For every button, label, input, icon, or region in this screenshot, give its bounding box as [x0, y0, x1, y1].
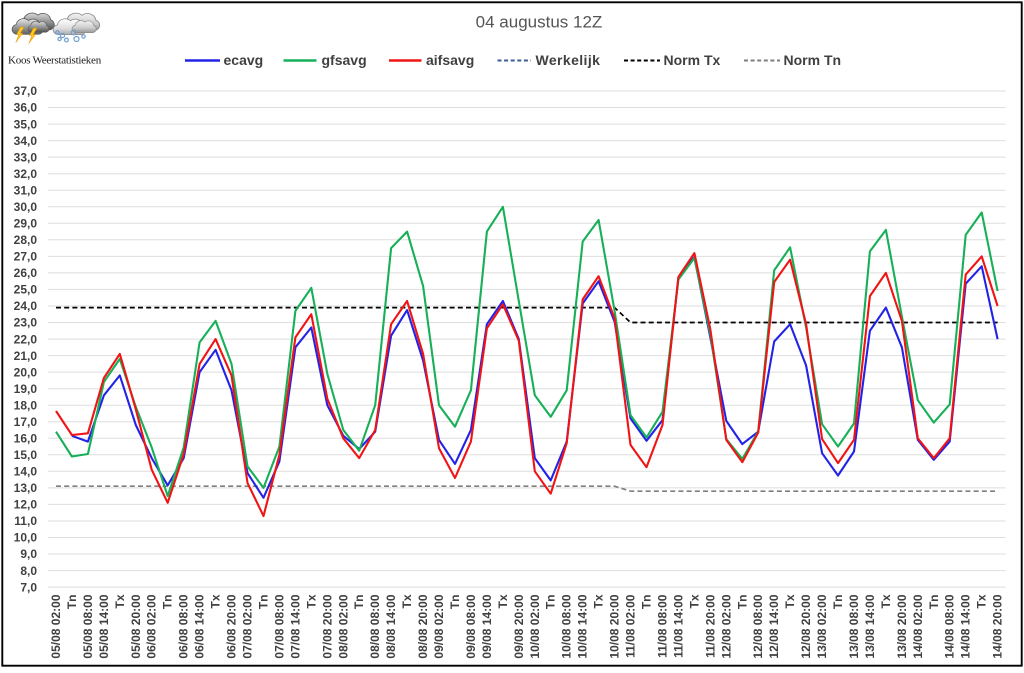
- svg-text:34,0: 34,0: [14, 134, 38, 148]
- svg-text:Tx: Tx: [687, 594, 701, 608]
- svg-text:35,0: 35,0: [14, 117, 38, 131]
- svg-text:12/08 08:00: 12/08 08:00: [751, 594, 765, 658]
- svg-text:36,0: 36,0: [14, 101, 38, 115]
- svg-text:Tx: Tx: [113, 594, 127, 608]
- svg-text:06/08 14:00: 06/08 14:00: [193, 594, 207, 658]
- svg-text:05/08 14:00: 05/08 14:00: [97, 594, 111, 658]
- svg-text:Tn: Tn: [927, 595, 941, 610]
- svg-text:05/08 08:00: 05/08 08:00: [81, 594, 95, 658]
- svg-text:10,0: 10,0: [14, 531, 38, 545]
- svg-text:Tx: Tx: [879, 594, 893, 608]
- svg-text:12/08 20:00: 12/08 20:00: [799, 594, 813, 658]
- svg-text:Tn: Tn: [448, 595, 462, 610]
- svg-text:08/08 08:00: 08/08 08:00: [368, 594, 382, 658]
- svg-text:10/08 20:00: 10/08 20:00: [608, 594, 622, 658]
- svg-text:13,0: 13,0: [14, 481, 38, 495]
- svg-text:09/08 08:00: 09/08 08:00: [464, 594, 478, 658]
- svg-text:08/08 02:00: 08/08 02:00: [336, 594, 350, 658]
- svg-text:06/08 02:00: 06/08 02:00: [145, 594, 159, 658]
- svg-text:14/08 02:00: 14/08 02:00: [911, 594, 925, 658]
- svg-text:05/08 20:00: 05/08 20:00: [129, 594, 143, 658]
- svg-text:Tx: Tx: [783, 594, 797, 608]
- svg-text:Werkelijk: Werkelijk: [536, 52, 601, 68]
- svg-text:Norm Tn: Norm Tn: [784, 52, 842, 68]
- svg-text:06/08 20:00: 06/08 20:00: [225, 594, 239, 658]
- svg-text:19,0: 19,0: [14, 382, 38, 396]
- svg-text:Tn: Tn: [831, 595, 845, 610]
- svg-text:05/08 02:00: 05/08 02:00: [49, 594, 63, 658]
- svg-text:12/08 14:00: 12/08 14:00: [767, 594, 781, 658]
- svg-text:31,0: 31,0: [14, 183, 38, 197]
- svg-text:11/08 02:00: 11/08 02:00: [624, 594, 638, 658]
- svg-text:37,0: 37,0: [14, 84, 38, 98]
- svg-text:7,0: 7,0: [20, 580, 37, 594]
- svg-text:Tx: Tx: [304, 594, 318, 608]
- svg-text:20,0: 20,0: [14, 365, 38, 379]
- svg-text:09/08 02:00: 09/08 02:00: [432, 594, 446, 658]
- svg-text:9,0: 9,0: [20, 547, 37, 561]
- svg-text:07/08 02:00: 07/08 02:00: [241, 594, 255, 658]
- svg-text:11/08 08:00: 11/08 08:00: [656, 594, 670, 658]
- svg-text:Tn: Tn: [257, 595, 271, 610]
- svg-text:11,0: 11,0: [14, 514, 37, 528]
- svg-text:Tn: Tn: [640, 595, 654, 610]
- svg-text:14/08 14:00: 14/08 14:00: [959, 594, 973, 658]
- svg-text:32,0: 32,0: [14, 167, 38, 181]
- svg-text:Tx: Tx: [496, 594, 510, 608]
- svg-text:28,0: 28,0: [14, 233, 38, 247]
- svg-text:Norm Tx: Norm Tx: [664, 52, 721, 68]
- svg-text:13/08 02:00: 13/08 02:00: [815, 594, 829, 658]
- svg-text:Tn: Tn: [544, 595, 558, 610]
- svg-text:11/08 20:00: 11/08 20:00: [703, 594, 717, 658]
- svg-text:gfsavg: gfsavg: [322, 52, 367, 68]
- svg-text:26,0: 26,0: [14, 266, 38, 280]
- svg-text:16,0: 16,0: [14, 432, 38, 446]
- svg-text:08/08 14:00: 08/08 14:00: [384, 594, 398, 658]
- svg-text:21,0: 21,0: [14, 349, 38, 363]
- svg-text:07/08 08:00: 07/08 08:00: [272, 594, 286, 658]
- svg-text:13/08 14:00: 13/08 14:00: [863, 594, 877, 658]
- svg-text:Koos Weerstatistieken: Koos Weerstatistieken: [8, 55, 102, 67]
- svg-text:12,0: 12,0: [14, 498, 38, 512]
- svg-text:30,0: 30,0: [14, 200, 38, 214]
- svg-text:06/08 08:00: 06/08 08:00: [177, 594, 191, 658]
- svg-text:Tn: Tn: [65, 595, 79, 610]
- svg-text:10/08 02:00: 10/08 02:00: [528, 594, 542, 658]
- svg-text:Tx: Tx: [975, 594, 989, 608]
- svg-text:07/08 14:00: 07/08 14:00: [288, 594, 302, 658]
- svg-text:18,0: 18,0: [14, 398, 38, 412]
- svg-text:12/08 02:00: 12/08 02:00: [719, 594, 733, 658]
- svg-text:Tn: Tn: [352, 595, 366, 610]
- svg-text:10/08 08:00: 10/08 08:00: [560, 594, 574, 658]
- svg-text:09/08 20:00: 09/08 20:00: [512, 594, 526, 658]
- svg-text:29,0: 29,0: [14, 217, 38, 231]
- svg-text:13/08 20:00: 13/08 20:00: [895, 594, 909, 658]
- svg-text:17,0: 17,0: [14, 415, 38, 429]
- svg-text:ecavg: ecavg: [224, 52, 264, 68]
- svg-text:14/08 20:00: 14/08 20:00: [991, 594, 1005, 658]
- svg-text:25,0: 25,0: [14, 283, 38, 297]
- svg-text:Tx: Tx: [592, 594, 606, 608]
- svg-text:Tx: Tx: [400, 594, 414, 608]
- svg-text:14,0: 14,0: [14, 465, 38, 479]
- svg-text:13/08 08:00: 13/08 08:00: [847, 594, 861, 658]
- svg-text:27,0: 27,0: [14, 250, 38, 264]
- svg-text:23,0: 23,0: [14, 316, 38, 330]
- svg-text:04 augustus 12Z: 04 augustus 12Z: [476, 13, 603, 32]
- svg-text:14/08 08:00: 14/08 08:00: [943, 594, 957, 658]
- svg-text:24,0: 24,0: [14, 299, 38, 313]
- svg-text:11/08 14:00: 11/08 14:00: [671, 594, 685, 658]
- svg-text:aifsavg: aifsavg: [426, 52, 474, 68]
- svg-text:08/08 20:00: 08/08 20:00: [416, 594, 430, 658]
- svg-text:15,0: 15,0: [14, 448, 38, 462]
- svg-text:8,0: 8,0: [20, 564, 37, 578]
- svg-text:07/08 20:00: 07/08 20:00: [320, 594, 334, 658]
- svg-text:10/08 14:00: 10/08 14:00: [576, 594, 590, 658]
- svg-text:33,0: 33,0: [14, 150, 38, 164]
- svg-text:09/08 14:00: 09/08 14:00: [480, 594, 494, 658]
- svg-text:Tn: Tn: [161, 595, 175, 610]
- svg-text:Tx: Tx: [209, 594, 223, 608]
- svg-text:22,0: 22,0: [14, 332, 38, 346]
- svg-text:Tn: Tn: [735, 595, 749, 610]
